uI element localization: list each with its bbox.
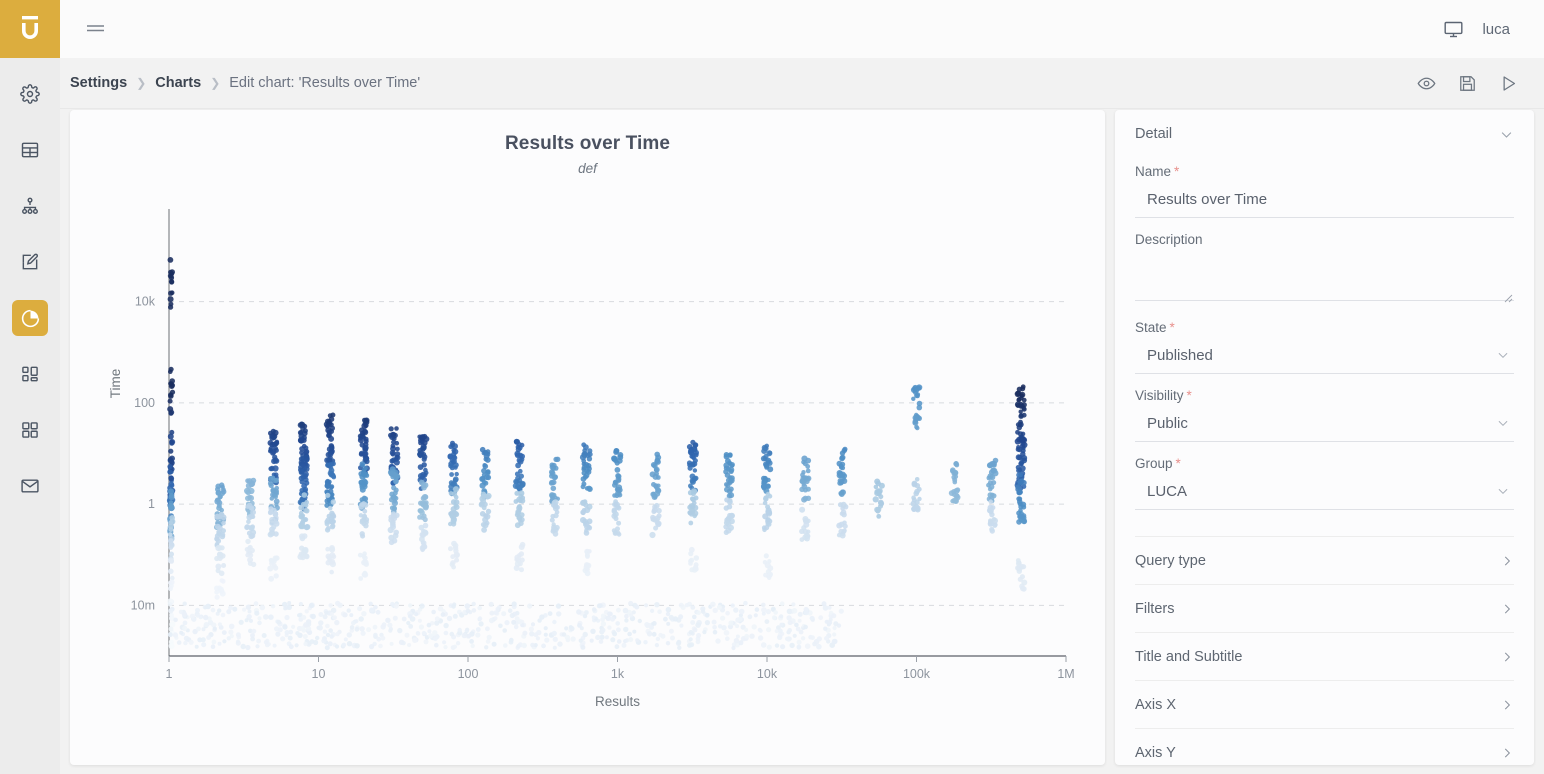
svg-text:Results: Results (595, 694, 640, 709)
svg-text:1: 1 (166, 667, 173, 681)
accordion-label: Query type (1135, 552, 1206, 569)
sidebar-item-edit[interactable] (0, 234, 60, 290)
group-field-group: Group * LUCA (1135, 456, 1514, 510)
sidebar-item-hierarchy[interactable] (0, 178, 60, 234)
panel-divider (1135, 536, 1514, 537)
mail-envelope-icon (21, 479, 39, 493)
svg-text:10k: 10k (757, 667, 778, 681)
svg-text:1M: 1M (1057, 667, 1074, 681)
required-asterisk: * (1169, 320, 1175, 335)
detail-section-label: Detail (1135, 126, 1173, 142)
monitor-icon[interactable] (1443, 19, 1464, 40)
user-menu[interactable]: luca (1482, 20, 1510, 38)
accordion-row-query-type[interactable]: Query type (1135, 537, 1514, 585)
accordion-row-filters[interactable]: Filters (1135, 585, 1514, 633)
visibility-field-group: Visibility * Public (1135, 388, 1514, 442)
left-sidebar (0, 0, 60, 774)
description-field-group: Description (1135, 232, 1514, 306)
chart-preview-card: Results over Time def 10k 100 1 10m 1 10 100 1k… (70, 110, 1105, 765)
sidebar-item-mail[interactable] (0, 458, 60, 514)
visibility-label-text: Visibility (1135, 388, 1184, 403)
detail-section-header[interactable]: Detail (1135, 110, 1514, 158)
chevron-right-icon (1500, 650, 1514, 664)
chart-toolbar (1417, 74, 1544, 93)
accordion-row-title-subtitle[interactable]: Title and Subtitle (1135, 633, 1514, 681)
state-label: State * (1135, 320, 1514, 335)
chevron-right-icon (1500, 554, 1514, 568)
breadcrumb-separator: ❯ (136, 76, 147, 90)
scatter-plot-svg: 10k100110m1101001k10k100k1MResultsTime0.… (108, 209, 1075, 709)
app-logo[interactable] (0, 0, 60, 58)
grid-apps-icon (22, 422, 38, 438)
breadcrumb-separator: ❯ (210, 76, 221, 90)
dashboard-layout-icon (22, 366, 38, 382)
accordion-label: Filters (1135, 600, 1175, 617)
svg-text:100: 100 (134, 396, 155, 410)
save-floppy-icon[interactable] (1458, 74, 1477, 93)
accordion-row-axis-y[interactable]: Axis Y (1135, 729, 1514, 765)
svg-text:10m: 10m (131, 598, 155, 612)
sidebar-item-tables[interactable] (0, 122, 60, 178)
breadcrumb-bar: Settings ❯ Charts ❯ Edit chart: 'Results… (60, 58, 1544, 109)
svg-text:1: 1 (148, 497, 155, 511)
group-label: Group * (1135, 456, 1514, 471)
state-label-text: State (1135, 320, 1167, 335)
sidebar-item-settings[interactable] (0, 66, 60, 122)
group-label-text: Group (1135, 456, 1173, 471)
chart-settings-panel: Detail Name* Description State* (1115, 110, 1534, 765)
required-asterisk: * (1175, 456, 1181, 471)
accordion-label: Axis Y (1135, 744, 1176, 761)
sidebar-item-apps[interactable] (0, 402, 60, 458)
svg-text:10k: 10k (135, 295, 156, 309)
svg-text:Time: Time (108, 369, 123, 399)
scatter-plot[interactable]: 10k100110m1101001k10k100k1MResultsTime0.… (70, 176, 1105, 736)
name-label: Name * (1135, 164, 1514, 179)
name-field-group: Name * (1135, 164, 1514, 218)
chart-title: Results over Time (504, 133, 671, 154)
gear-icon (20, 84, 40, 104)
required-asterisk: * (1174, 164, 1180, 179)
accordion-row-axis-x[interactable]: Axis X (1135, 681, 1514, 729)
visibility-label: Visibility * (1135, 388, 1514, 403)
state-field-group: State * Published (1135, 320, 1514, 374)
chevron-right-icon (1500, 746, 1514, 760)
ubidots-u-logo-icon (22, 16, 38, 39)
breadcrumb-item-settings[interactable]: Settings (70, 75, 128, 91)
name-label-text: Name (1135, 164, 1172, 179)
accordion-label: Title and Subtitle (1135, 648, 1243, 665)
hierarchy-icon (22, 197, 38, 214)
top-bar-actions: luca (1443, 19, 1544, 40)
svg-text:10: 10 (312, 667, 326, 681)
sidebar-item-charts[interactable] (0, 290, 60, 346)
breadcrumb: Settings ❯ Charts ❯ Edit chart: 'Results… (70, 75, 420, 91)
sidebar-nav (0, 58, 60, 514)
state-select[interactable]: Published (1135, 343, 1514, 374)
chart-subtitle: def (578, 161, 597, 176)
svg-text:100: 100 (458, 667, 479, 681)
breadcrumb-item-current: Edit chart: 'Results over Time' (229, 75, 421, 91)
preview-eye-icon[interactable] (1417, 74, 1436, 93)
svg-text:1k: 1k (611, 667, 625, 681)
hamburger-menu-icon[interactable] (78, 12, 112, 46)
description-textarea[interactable] (1135, 255, 1514, 301)
chevron-down-icon[interactable] (1499, 127, 1514, 142)
accordion-label: Axis X (1135, 696, 1177, 713)
group-select[interactable]: LUCA (1135, 479, 1514, 510)
name-input[interactable] (1135, 187, 1514, 218)
breadcrumb-item-charts[interactable]: Charts (155, 75, 202, 91)
required-asterisk: * (1186, 388, 1192, 403)
table-icon (21, 142, 39, 158)
chevron-right-icon (1500, 698, 1514, 712)
sidebar-item-dashboards[interactable] (0, 346, 60, 402)
chevron-right-icon (1500, 602, 1514, 616)
pie-chart-icon (21, 309, 39, 327)
description-label: Description (1135, 232, 1203, 247)
run-play-icon[interactable] (1499, 74, 1518, 93)
top-bar: luca (60, 0, 1544, 58)
visibility-select[interactable]: Public (1135, 411, 1514, 442)
edit-square-icon (22, 253, 38, 270)
svg-text:100k: 100k (903, 667, 931, 681)
